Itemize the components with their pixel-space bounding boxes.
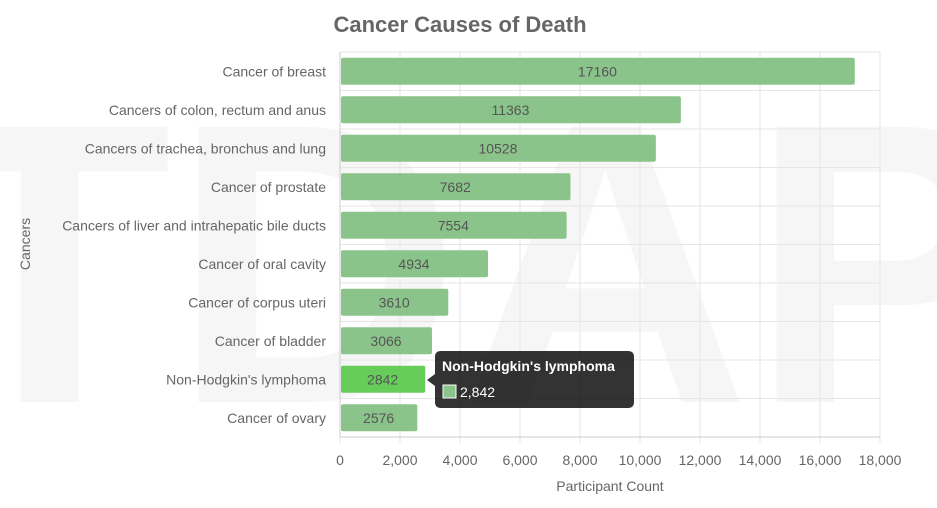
category-label: Cancer of oral cavity	[198, 256, 326, 272]
tooltip-box	[427, 351, 634, 408]
category-label: Cancer of breast	[223, 63, 327, 79]
bar[interactable]	[341, 365, 426, 393]
category-label: Cancer of ovary	[227, 410, 326, 426]
bar[interactable]	[341, 96, 681, 124]
bar[interactable]	[341, 211, 567, 239]
bar-value-label: 3066	[370, 333, 401, 349]
bar-value-label: 10528	[478, 140, 517, 156]
x-axis-title: Participant Count	[556, 478, 664, 494]
bar-value-label: 4934	[398, 256, 429, 272]
category-label: Cancers of trachea, bronchus and lung	[85, 140, 326, 156]
x-tick-label: 2,000	[382, 452, 417, 468]
x-tick-label: 6,000	[502, 452, 537, 468]
category-label: Non-Hodgkin's lymphoma	[166, 371, 326, 387]
category-label: Cancers of liver and intrahepatic bile d…	[62, 217, 326, 233]
x-tick-label: 0	[336, 452, 344, 468]
category-label: Cancers of colon, rectum and anus	[109, 102, 326, 118]
category-label: Cancer of bladder	[215, 333, 327, 349]
bar-value-label: 2576	[363, 410, 394, 426]
x-tick-label: 18,000	[859, 452, 902, 468]
category-label: Cancer of prostate	[211, 179, 326, 195]
bar[interactable]	[341, 250, 489, 278]
bar-value-label: 7682	[440, 179, 471, 195]
bar[interactable]	[341, 134, 656, 162]
tooltip-title: Non-Hodgkin's lymphoma	[442, 358, 615, 374]
bar-value-label: 11363	[491, 102, 529, 118]
x-tick-label: 12,000	[679, 452, 722, 468]
bar[interactable]	[341, 173, 571, 201]
bar[interactable]	[341, 404, 418, 432]
bar-value-label: 7554	[438, 217, 469, 233]
bar-value-label: 3610	[379, 294, 410, 310]
bar-value-label: 2842	[367, 371, 398, 387]
chart-title: Cancer Causes of Death	[333, 12, 586, 37]
bars: 17160 11363 10528 7682 7554 4934 3610 3066 2842 2…	[341, 57, 855, 432]
category-labels: Cancer of breast Cancers of colon, rectum…	[62, 63, 326, 426]
x-tick-label: 16,000	[799, 452, 842, 468]
category-label: Cancer of corpus uteri	[188, 294, 326, 310]
x-axis-ticks: 0 2,000 4,000 6,000 8,000 10,000 12,000 14,000 1…	[336, 452, 902, 468]
bar[interactable]	[341, 57, 855, 85]
bar[interactable]	[341, 327, 432, 355]
bar-value-label: 17160	[578, 63, 617, 79]
tooltip-swatch	[442, 384, 457, 399]
tooltip-value: 2,842	[460, 384, 495, 400]
y-axis-title: Cancers	[17, 218, 33, 270]
x-tick-label: 10,000	[619, 452, 662, 468]
x-tick-label: 8,000	[562, 452, 597, 468]
bar[interactable]	[341, 288, 449, 316]
tooltip: Non-Hodgkin's lymphoma 2,842	[427, 351, 634, 408]
x-tick-label: 4,000	[442, 452, 477, 468]
x-tick-label: 14,000	[739, 452, 782, 468]
